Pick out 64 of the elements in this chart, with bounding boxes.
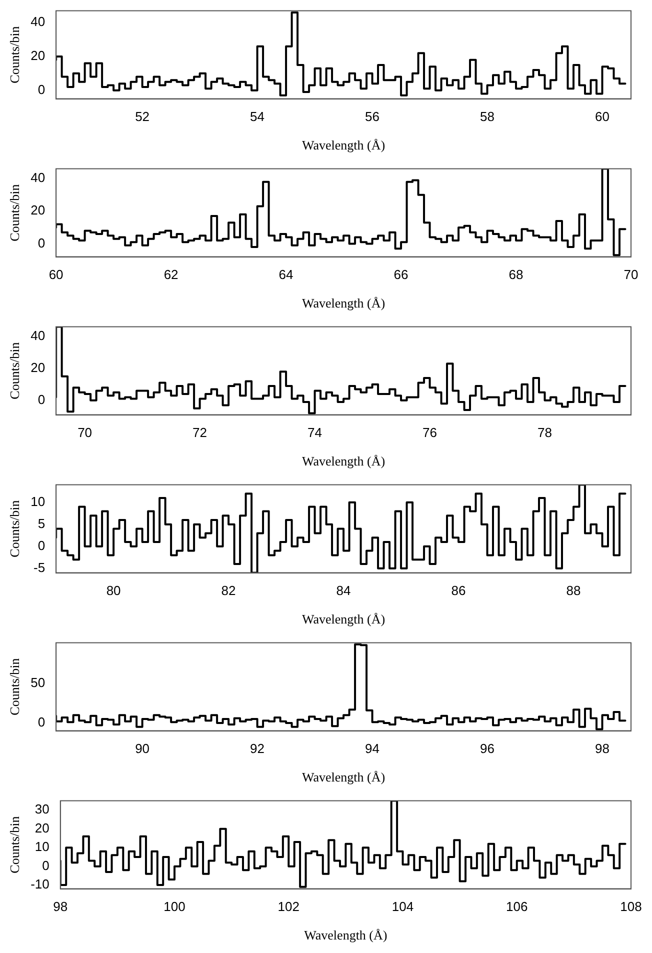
y-tick-label: 20 [30, 48, 46, 64]
y-tick-label: 40 [30, 170, 46, 186]
x-tick-label: 64 [278, 267, 294, 282]
y-tick-label: 0 [38, 538, 46, 553]
x-tick-label: 52 [135, 109, 150, 124]
y-tick-label: 10 [30, 494, 46, 509]
x-tick-label: 68 [508, 267, 524, 282]
x-tick-label: 70 [624, 267, 638, 282]
x-axis-title: Wavelength (Å) [302, 138, 386, 153]
y-tick-label: 10 [34, 839, 50, 854]
x-axis-title: Wavelength (Å) [304, 928, 388, 943]
x-tick-label: 74 [308, 425, 322, 440]
y-tick-label: 0 [38, 82, 46, 97]
x-axis-title: Wavelength (Å) [302, 454, 386, 469]
x-tick-label: 82 [221, 583, 236, 598]
x-tick-label: 70 [78, 425, 92, 440]
x-tick-label: 54 [250, 109, 265, 124]
y-tick-label: 40 [30, 328, 46, 343]
y-tick-label: 0 [38, 235, 46, 250]
x-tick-label: 72 [192, 425, 208, 440]
y-axis-title: Counts/bin [7, 26, 22, 84]
x-tick-label: 106 [506, 899, 528, 914]
y-tick-label: 20 [30, 202, 46, 218]
y-tick-label: 0 [38, 714, 46, 730]
x-tick-label: 94 [365, 741, 380, 756]
x-tick-label: 60 [595, 109, 610, 124]
x-tick-label: 86 [451, 583, 466, 598]
y-tick-label: 5 [38, 516, 46, 531]
x-tick-label: 104 [392, 899, 414, 914]
x-axis-title: Wavelength (Å) [302, 770, 386, 785]
x-tick-label: 80 [106, 583, 121, 598]
x-tick-label: 84 [336, 583, 351, 598]
x-tick-label: 78 [538, 425, 552, 440]
x-tick-label: 98 [53, 899, 68, 914]
y-tick-label: 50 [30, 675, 46, 690]
y-tick-label: 40 [30, 14, 46, 30]
y-axis-title: Counts/bin [7, 342, 22, 400]
x-tick-label: 56 [365, 109, 380, 124]
x-tick-label: 88 [566, 583, 581, 598]
y-tick-label: 0 [38, 392, 46, 407]
x-tick-label: 92 [250, 741, 265, 756]
y-tick-label: 20 [30, 360, 46, 375]
y-axis-title: Counts/bin [7, 500, 22, 558]
y-tick-label: -10 [30, 876, 50, 892]
x-tick-label: 98 [595, 741, 610, 756]
x-tick-label: 108 [620, 899, 642, 914]
x-axis-title: Wavelength (Å) [302, 296, 386, 311]
x-tick-label: 102 [278, 899, 300, 914]
x-tick-label: 60 [48, 267, 64, 282]
y-axis-title: Counts/bin [7, 816, 22, 874]
x-tick-label: 76 [422, 425, 438, 440]
y-tick-label: -5 [33, 560, 46, 575]
x-axis-title: Wavelength (Å) [302, 612, 386, 627]
x-tick-label: 96 [480, 741, 494, 756]
y-tick-label: 30 [34, 802, 50, 817]
x-tick-label: 66 [394, 267, 408, 282]
x-tick-label: 90 [135, 741, 150, 756]
y-tick-label: 0 [42, 858, 50, 873]
x-tick-label: 62 [164, 267, 178, 282]
y-axis-title: Counts/bin [7, 184, 22, 242]
y-axis-title: Counts/bin [7, 658, 22, 716]
y-tick-label: 20 [34, 820, 50, 836]
x-tick-label: 58 [480, 109, 494, 124]
x-tick-label: 100 [164, 899, 186, 914]
